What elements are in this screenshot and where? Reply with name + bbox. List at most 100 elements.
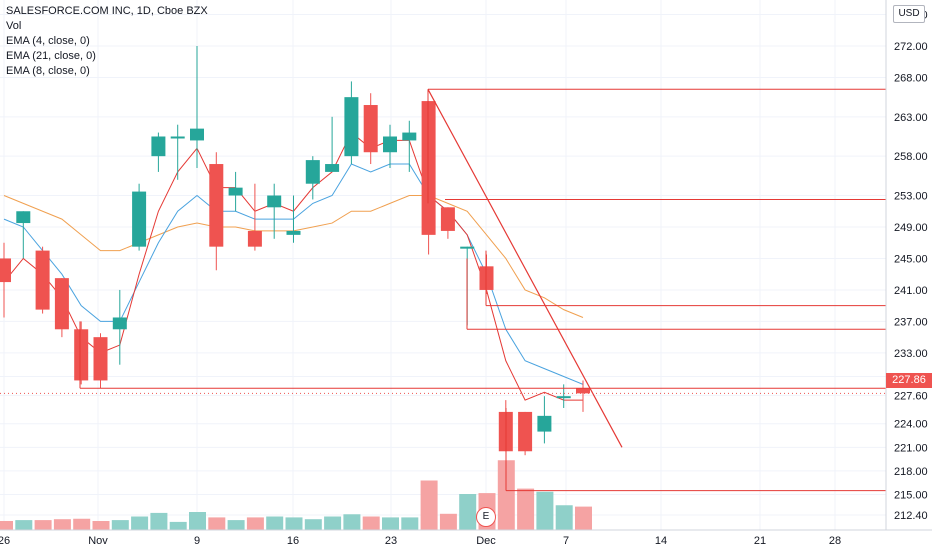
candle bbox=[190, 46, 204, 168]
candle bbox=[402, 120, 417, 172]
volume-bar bbox=[304, 519, 322, 530]
volume-bar bbox=[53, 519, 71, 530]
candle-body bbox=[209, 164, 224, 247]
time-axis[interactable]: 26 Nov 9 16 23 Dec 7 14 21 28 bbox=[0, 535, 841, 547]
candle-body bbox=[576, 388, 590, 394]
candle-body bbox=[112, 317, 127, 330]
time-tick: 28 bbox=[829, 535, 841, 547]
candle-body bbox=[518, 411, 533, 452]
volume-bar bbox=[401, 517, 419, 530]
candles bbox=[0, 46, 590, 456]
volume-bar bbox=[266, 516, 284, 530]
candle-body bbox=[325, 164, 340, 172]
trend-line bbox=[427, 88, 623, 448]
candle-body bbox=[35, 250, 50, 310]
candle bbox=[267, 183, 282, 239]
volume-bar bbox=[439, 513, 457, 530]
candle-body bbox=[421, 101, 436, 235]
legend-ema21[interactable]: EMA (21, close, 0) bbox=[6, 50, 96, 62]
volume-bar bbox=[536, 491, 554, 530]
candle bbox=[74, 321, 89, 385]
time-tick: Nov bbox=[88, 535, 108, 547]
candle-body bbox=[190, 128, 204, 141]
candle-body bbox=[170, 136, 185, 139]
price-tick: 253.00 bbox=[894, 191, 928, 203]
candle bbox=[518, 411, 533, 456]
candle-body bbox=[93, 337, 108, 381]
price-tick: 241.00 bbox=[894, 285, 928, 297]
time-tick: 23 bbox=[385, 535, 397, 547]
price-tick: 237.00 bbox=[894, 316, 928, 328]
candle-body bbox=[383, 136, 397, 153]
volume-bar bbox=[382, 517, 399, 530]
candle bbox=[363, 93, 378, 165]
candle-body bbox=[537, 415, 552, 432]
volume-bar bbox=[111, 520, 129, 530]
volume-bar bbox=[0, 521, 13, 530]
volume-bar bbox=[343, 514, 361, 530]
price-tick: 215.00 bbox=[894, 490, 928, 502]
candle bbox=[93, 333, 108, 389]
candle-body bbox=[151, 136, 166, 157]
volume-bar bbox=[459, 494, 477, 530]
candle bbox=[344, 81, 359, 165]
symbol-title[interactable]: SALESFORCE.COM INC, 1D, Cboe BZX bbox=[6, 5, 208, 17]
legend-ema8[interactable]: EMA (8, close, 0) bbox=[6, 65, 90, 77]
price-tick: 258.00 bbox=[894, 151, 928, 163]
volume-bar bbox=[497, 460, 515, 530]
candle bbox=[576, 380, 590, 412]
volume-bar bbox=[324, 516, 342, 530]
time-tick: 7 bbox=[563, 535, 569, 547]
volume-bar bbox=[189, 512, 206, 530]
candle-body bbox=[556, 396, 571, 399]
price-tick: 233.00 bbox=[894, 348, 928, 360]
candle-body bbox=[247, 230, 262, 247]
candle-body bbox=[16, 211, 31, 224]
time-tick: 14 bbox=[655, 535, 667, 547]
volume-bar bbox=[362, 516, 380, 530]
candle-body bbox=[344, 97, 359, 157]
volume-bar bbox=[208, 517, 226, 530]
price-tick: 249.00 bbox=[894, 222, 928, 234]
volume-bar bbox=[34, 520, 52, 530]
candle-body bbox=[228, 187, 243, 196]
candle bbox=[151, 132, 166, 172]
volume-bar bbox=[246, 517, 264, 530]
candle-body bbox=[286, 230, 301, 235]
candle-body bbox=[440, 207, 455, 231]
time-tick: 16 bbox=[287, 535, 299, 547]
volume-bar bbox=[517, 488, 535, 530]
price-tick: 224.00 bbox=[894, 419, 928, 431]
volume-bar bbox=[285, 517, 303, 530]
volume-bar bbox=[227, 520, 245, 530]
candle-body bbox=[305, 160, 320, 184]
volume-bar bbox=[555, 505, 573, 530]
legend-vol[interactable]: Vol bbox=[6, 20, 22, 32]
candle bbox=[421, 101, 436, 255]
price-tick: 218.00 bbox=[894, 466, 928, 478]
chart-grid bbox=[0, 0, 886, 530]
candle bbox=[132, 183, 147, 251]
earnings-marker[interactable]: E bbox=[476, 507, 496, 527]
last-price-label: 227.86 bbox=[886, 373, 932, 388]
price-axis[interactable]: 212.40215.00218.00221.00224.00227.60230.… bbox=[894, 10, 928, 522]
volume-bar bbox=[131, 516, 149, 530]
candle bbox=[440, 207, 455, 239]
candle bbox=[54, 278, 69, 338]
candle bbox=[305, 156, 320, 200]
volume-bar bbox=[15, 520, 33, 530]
candle-body bbox=[0, 258, 11, 283]
candle bbox=[170, 124, 185, 180]
price-tick: 268.00 bbox=[894, 72, 928, 84]
candle-body bbox=[74, 329, 89, 381]
price-tick: 245.00 bbox=[894, 253, 928, 265]
candle bbox=[247, 183, 262, 251]
price-tick: 272.00 bbox=[894, 41, 928, 53]
currency-label[interactable]: USD bbox=[893, 5, 925, 23]
legend-ema4[interactable]: EMA (4, close, 0) bbox=[6, 35, 90, 47]
candle-body bbox=[132, 191, 147, 247]
time-tick: 21 bbox=[754, 535, 766, 547]
candle bbox=[16, 211, 31, 259]
volume-bar bbox=[420, 480, 438, 530]
